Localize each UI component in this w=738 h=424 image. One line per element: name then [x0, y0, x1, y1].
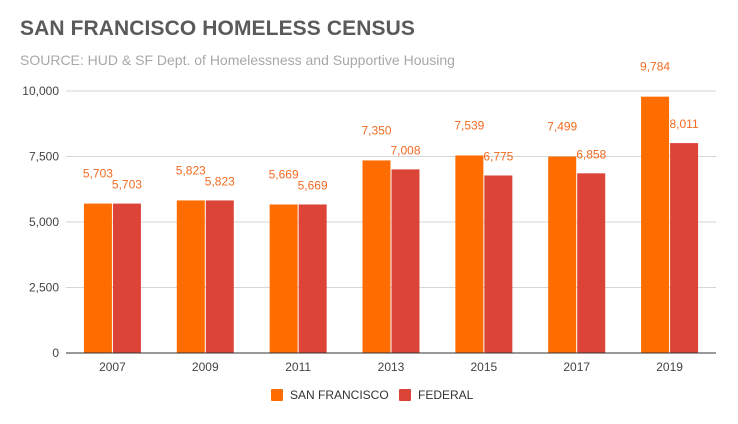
bar-san-francisco-2019	[641, 96, 670, 353]
bar-san-francisco-2013	[362, 160, 391, 353]
bar-federal-2013	[391, 169, 420, 353]
chart-subtitle: SOURCE: HUD & SF Dept. of Homelessness a…	[20, 52, 455, 68]
bar-federal-2017	[577, 173, 606, 353]
legend-label-san-francisco: SAN FRANCISCO	[290, 388, 389, 402]
y-tick-label-7500: 7,500	[29, 150, 59, 164]
data-label-san-francisco-2007: 5,703	[83, 167, 113, 181]
data-label-san-francisco-2011: 5,669	[269, 167, 299, 181]
y-tick-label-10000: 10,000	[22, 84, 59, 98]
bar-san-francisco-2009	[176, 200, 205, 353]
data-label-federal-2007: 5,703	[112, 178, 142, 192]
x-tick-label-2017: 2017	[563, 360, 590, 374]
x-tick-label-2009: 2009	[192, 360, 219, 374]
legend-label-federal: FEDERAL	[418, 388, 474, 402]
x-tick-label-2007: 2007	[99, 360, 126, 374]
y-tick-label-0: 0	[52, 346, 59, 360]
data-label-federal-2015: 6,775	[483, 149, 513, 163]
x-tick-label-2011: 2011	[285, 360, 311, 374]
bar-san-francisco-2007	[83, 203, 112, 353]
legend-swatch-federal	[399, 389, 411, 401]
bar-san-francisco-2017	[548, 156, 577, 353]
data-label-san-francisco-2017: 7,499	[547, 120, 577, 134]
data-label-san-francisco-2013: 7,350	[361, 123, 391, 137]
data-label-federal-2013: 7,008	[390, 143, 420, 157]
x-tick-label-2015: 2015	[471, 360, 498, 374]
y-tick-label-5000: 5,000	[29, 215, 59, 229]
data-label-federal-2011: 5,669	[298, 178, 328, 192]
data-label-san-francisco-2009: 5,823	[176, 163, 206, 177]
bar-federal-2009	[205, 200, 234, 353]
legend-swatch-san-francisco	[271, 389, 283, 401]
x-tick-label-2019: 2019	[656, 360, 683, 374]
x-tick-label-2013: 2013	[378, 360, 405, 374]
bar-federal-2019	[670, 143, 699, 353]
data-label-federal-2009: 5,823	[205, 174, 235, 188]
bar-federal-2007	[112, 203, 141, 353]
y-tick-label-2500: 2,500	[29, 281, 59, 295]
data-label-federal-2017: 6,858	[576, 147, 606, 161]
bar-federal-2015	[484, 175, 513, 353]
data-label-federal-2019: 8,011	[670, 117, 699, 131]
data-label-san-francisco-2015: 7,539	[454, 118, 484, 132]
data-label-san-francisco-2019: 9,784	[640, 60, 670, 74]
chart-title: SAN FRANCISCO HOMELESS CENSUS	[20, 17, 415, 40]
bar-san-francisco-2011	[269, 204, 298, 353]
bar-federal-2011	[298, 204, 327, 353]
bar-san-francisco-2015	[455, 155, 484, 353]
